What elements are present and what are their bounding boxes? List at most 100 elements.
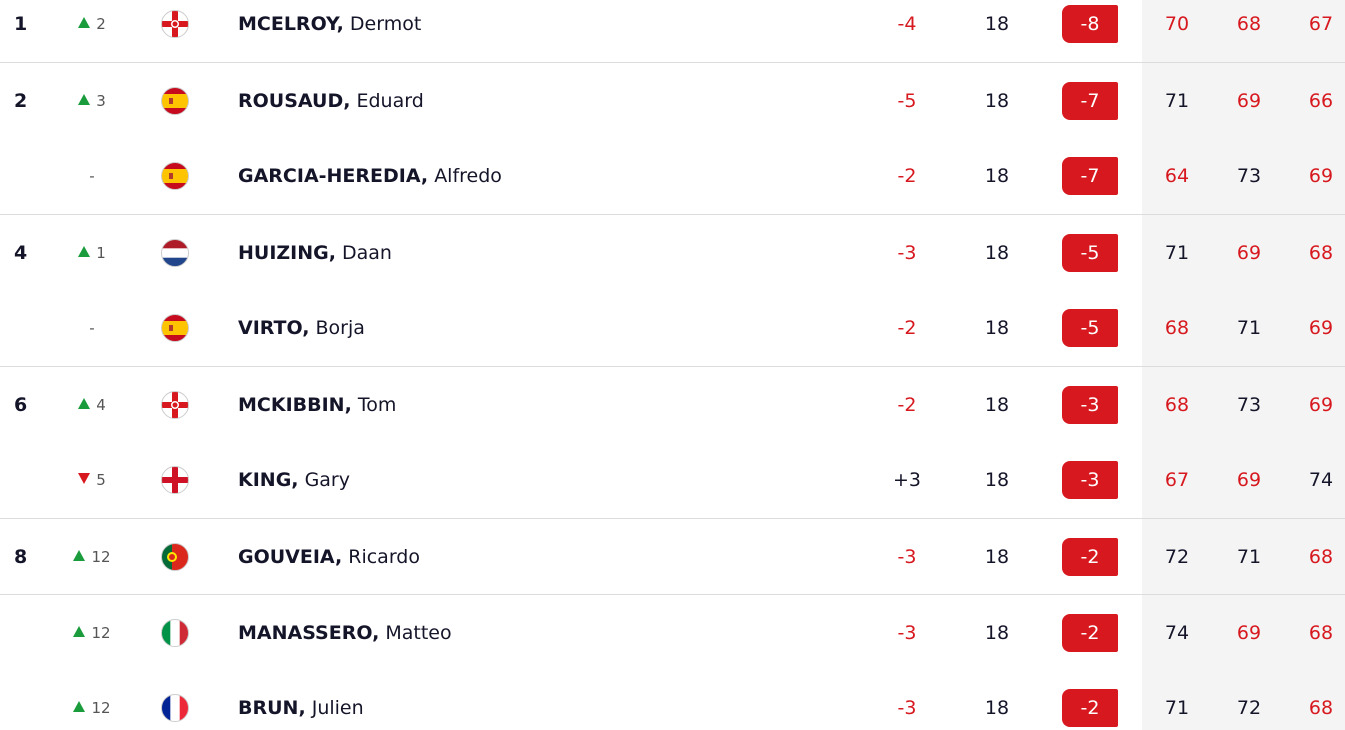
movement-value: 1	[96, 244, 106, 262]
leaderboard-row: 6 4 MCKIBBIN, Tom -2 18 -3 68 73 69	[0, 366, 1345, 443]
player-name: MCKIBBIN, Tom	[238, 367, 396, 443]
movement-value: 5	[96, 471, 106, 489]
thru: 18	[984, 165, 1010, 187]
flag	[161, 162, 189, 190]
round-score: 69	[1236, 242, 1262, 264]
last-name: VIRTO,	[238, 317, 310, 339]
today-score: -5	[897, 90, 917, 112]
round-score: 69	[1236, 622, 1262, 644]
last-name: BRUN,	[238, 697, 306, 719]
thru: 18	[984, 317, 1010, 339]
player-name: VIRTO, Borja	[238, 290, 365, 366]
round-score: 69	[1308, 165, 1334, 187]
first-name: Julien	[311, 697, 364, 719]
round-score: 68	[1164, 317, 1190, 339]
movement: 12	[70, 670, 114, 730]
leaderboard-row: 4 1 HUIZING, Daan -3 18 -5 71 69 68	[0, 214, 1345, 291]
movement: 5	[70, 442, 114, 518]
movement-arrow	[78, 17, 91, 28]
first-name: Matteo	[385, 622, 452, 644]
movement-value: -	[89, 167, 95, 185]
round-score: 73	[1236, 165, 1262, 187]
last-name: GOUVEIA,	[238, 546, 343, 568]
movement: 12	[70, 595, 114, 671]
round-score: 69	[1308, 394, 1334, 416]
first-name: Gary	[304, 469, 350, 491]
today-score: -3	[897, 546, 917, 568]
thru: 18	[984, 622, 1010, 644]
first-name: Dermot	[349, 13, 422, 35]
leaderboard-row: 12 MANASSERO, Matteo -3 18 -2 74 69 68	[0, 594, 1345, 671]
movement-value: 3	[96, 92, 106, 110]
leaderboard-row: 12 BRUN, Julien -3 18 -2 71 72 68	[0, 670, 1345, 730]
round-score: 71	[1236, 546, 1262, 568]
player-name: MCELROY, Dermot	[238, 0, 421, 62]
total-score: -7	[1062, 157, 1118, 195]
thru: 18	[984, 546, 1010, 568]
movement: 4	[70, 367, 114, 443]
movement: 2	[70, 0, 114, 62]
thru: 18	[984, 90, 1010, 112]
movement-value: 4	[96, 396, 106, 414]
position: 1	[14, 13, 28, 35]
first-name: Borja	[315, 317, 365, 339]
flag	[161, 543, 189, 571]
flag	[161, 466, 189, 494]
movement: 3	[70, 63, 114, 139]
movement-arrow	[78, 398, 91, 409]
round-score: 73	[1236, 394, 1262, 416]
leaderboard-row: 2 3 ROUSAUD, Eduard -5 18 -7 71 69 66	[0, 62, 1345, 139]
flag	[161, 239, 189, 267]
thru: 18	[984, 13, 1010, 35]
player-name: GOUVEIA, Ricardo	[238, 519, 420, 595]
movement: 12	[70, 519, 114, 595]
position: 4	[14, 242, 28, 264]
thru: 18	[984, 394, 1010, 416]
today-score: -3	[897, 622, 917, 644]
position: 8	[14, 546, 28, 568]
round-score: 67	[1164, 469, 1190, 491]
total-score: -5	[1062, 309, 1118, 347]
movement: 1	[70, 215, 114, 291]
round-score: 74	[1164, 622, 1190, 644]
first-name: Alfredo	[434, 165, 502, 187]
round-score: 68	[1164, 394, 1190, 416]
round-score: 68	[1308, 546, 1334, 568]
position: 6	[14, 394, 28, 416]
round-score: 71	[1164, 697, 1190, 719]
player-name: HUIZING, Daan	[238, 215, 392, 291]
movement-arrow	[78, 246, 91, 257]
leaderboard-row: - GARCIA-HEREDIA, Alfredo -2 18 -7 64 73 69	[0, 138, 1345, 214]
movement: -	[70, 138, 114, 214]
first-name: Tom	[357, 394, 397, 416]
round-score: 74	[1308, 469, 1334, 491]
thru: 18	[984, 469, 1010, 491]
round-score: 64	[1164, 165, 1190, 187]
flag	[161, 10, 189, 38]
round-score: 68	[1236, 13, 1262, 35]
flag	[161, 314, 189, 342]
movement-value: 12	[91, 624, 111, 642]
player-name: GARCIA-HEREDIA, Alfredo	[238, 138, 502, 214]
round-score: 72	[1164, 546, 1190, 568]
leaderboard-row: 8 12 GOUVEIA, Ricardo -3 18 -2 72 71 68	[0, 518, 1345, 595]
total-score: -2	[1062, 689, 1118, 727]
flag	[161, 619, 189, 647]
movement-arrow	[73, 701, 86, 712]
flag	[161, 694, 189, 722]
total-score: -2	[1062, 538, 1118, 576]
movement: -	[70, 290, 114, 366]
total-score: -3	[1062, 461, 1118, 499]
today-score: +3	[892, 469, 921, 491]
round-score: 71	[1164, 242, 1190, 264]
first-name: Ricardo	[348, 546, 420, 568]
player-name: ROUSAUD, Eduard	[238, 63, 424, 139]
movement-value: 2	[96, 15, 106, 33]
last-name: GARCIA-HEREDIA,	[238, 165, 429, 187]
leaderboard-row: - VIRTO, Borja -2 18 -5 68 71 69	[0, 290, 1345, 366]
today-score: -2	[897, 394, 917, 416]
round-score: 69	[1308, 317, 1334, 339]
movement-value: -	[89, 319, 95, 337]
leaderboard-row: 1 2 MCELROY, Dermot -4 18 -8 70 68 67	[0, 0, 1345, 62]
